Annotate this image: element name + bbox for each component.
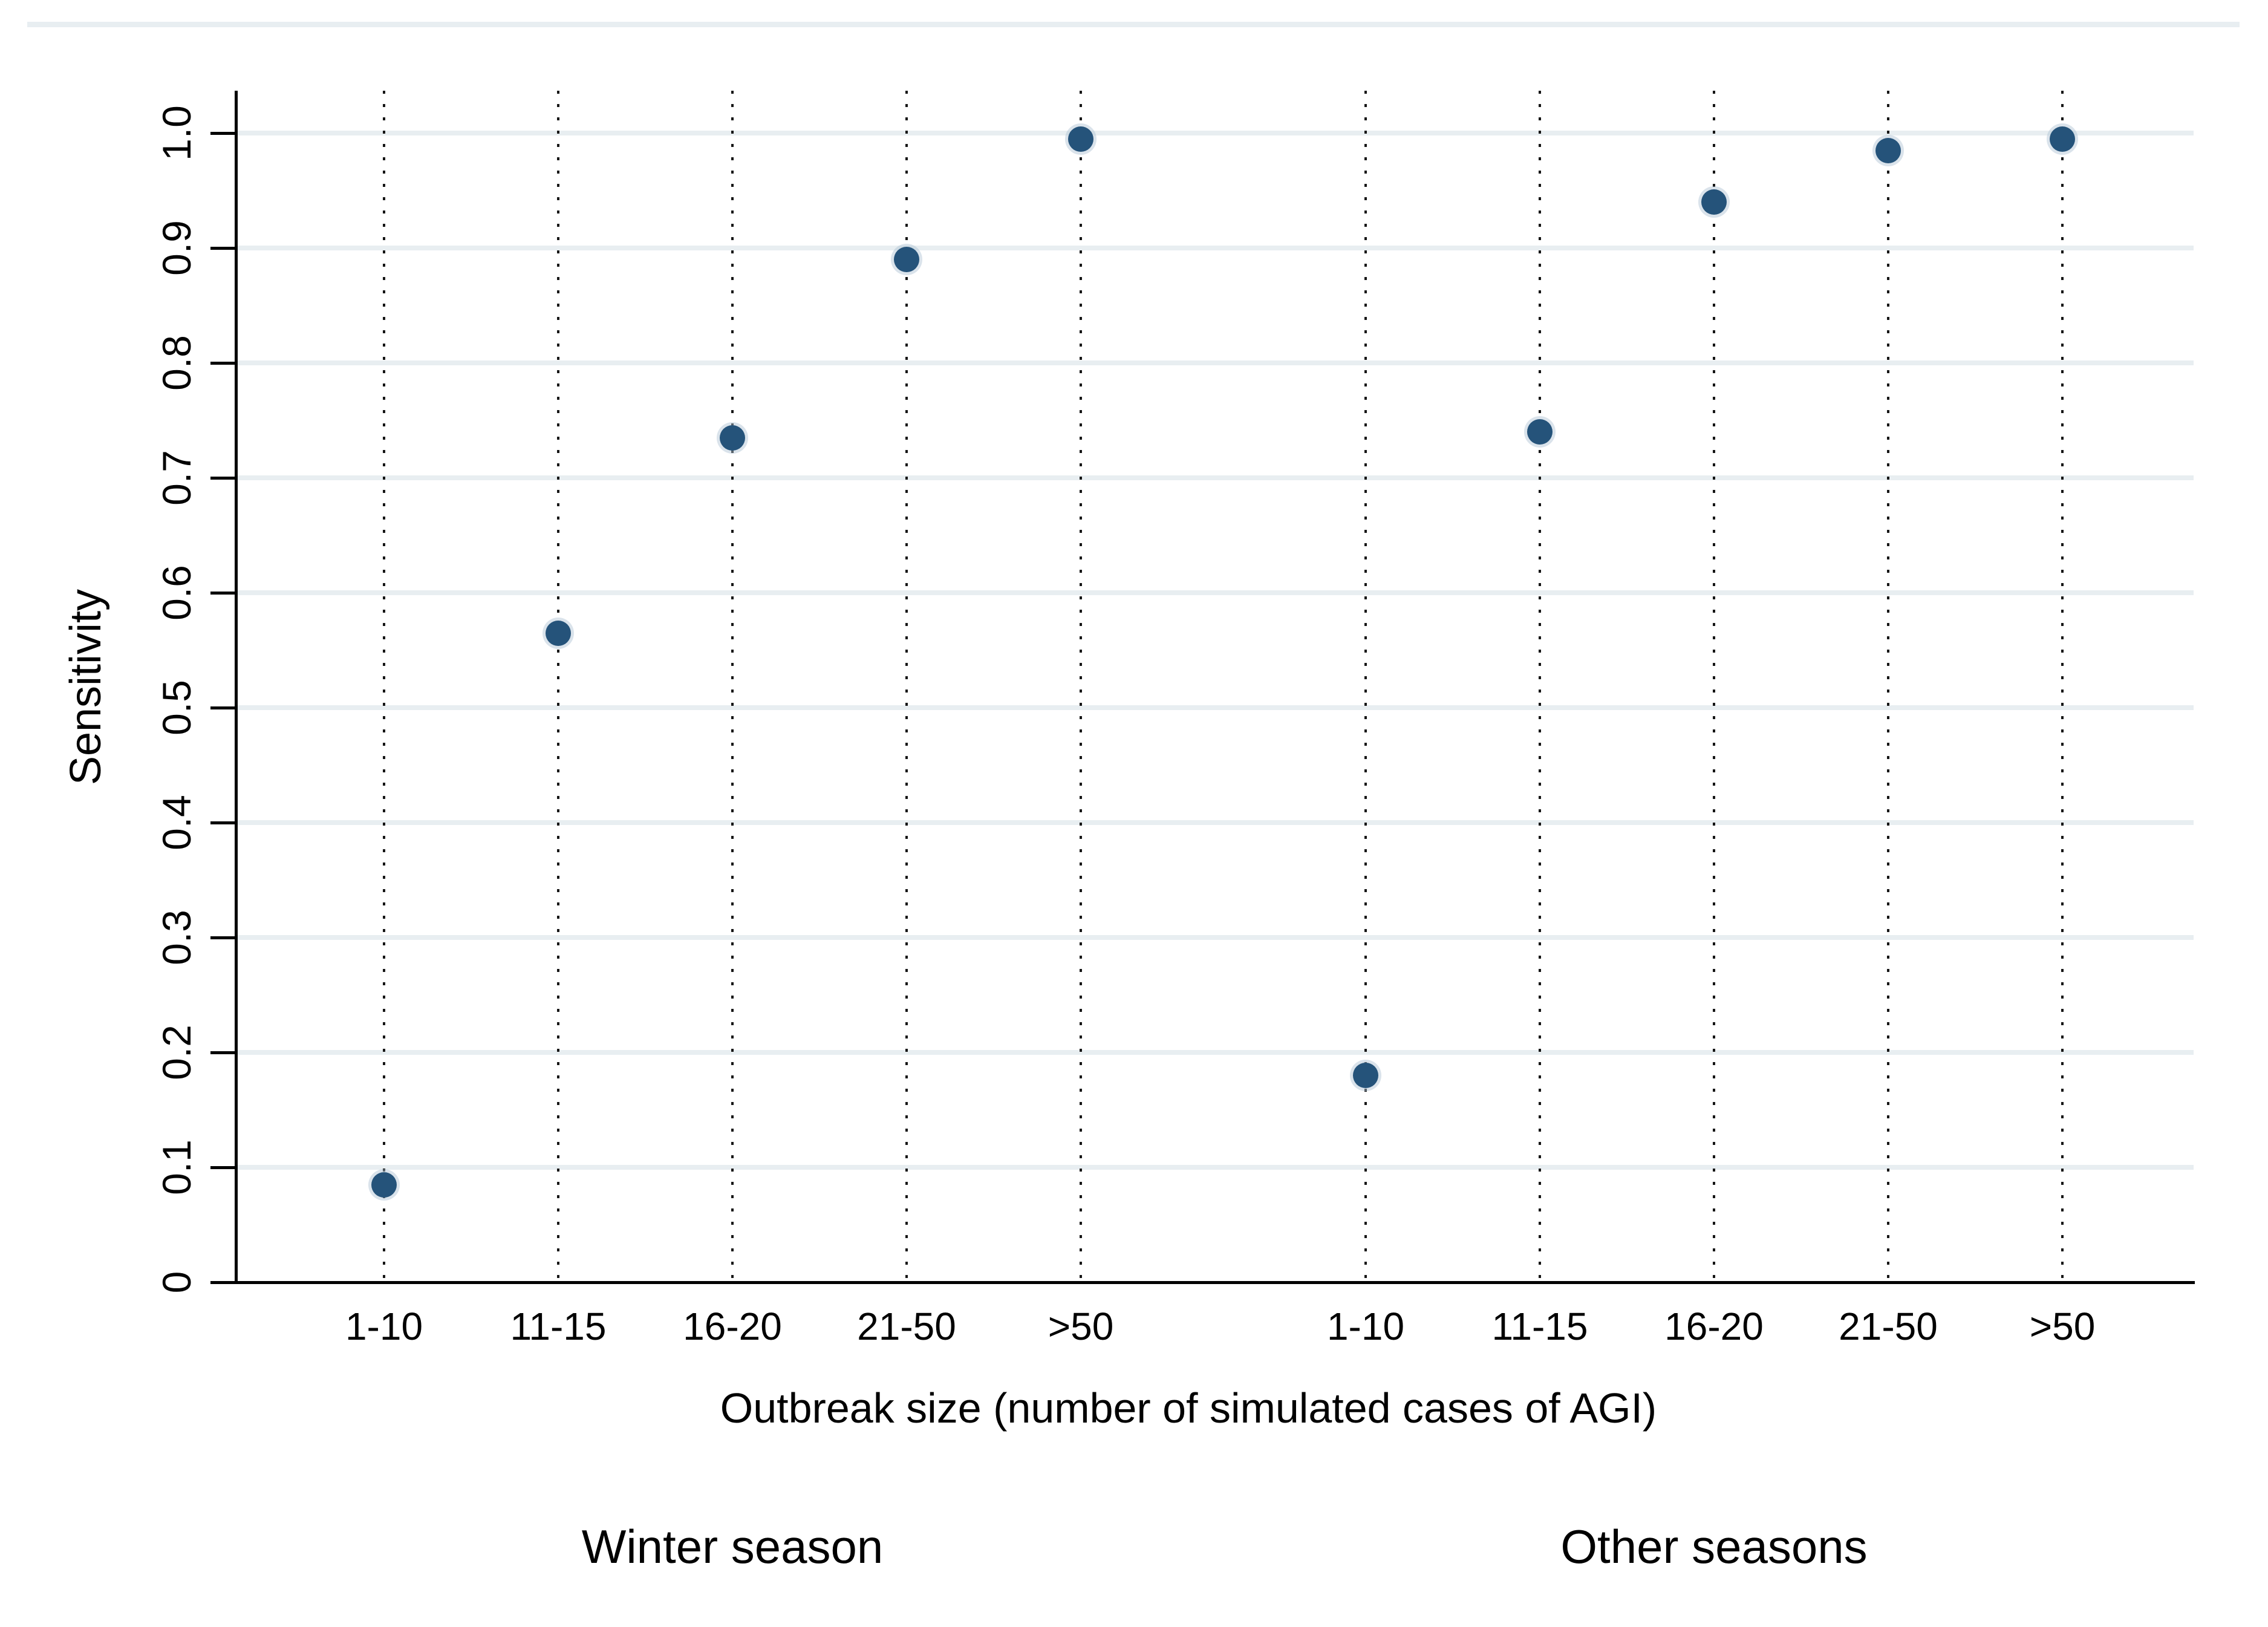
category-dotted-line xyxy=(383,91,385,1282)
y-axis-tick xyxy=(210,706,236,709)
data-point-other-11-15 xyxy=(1527,419,1553,445)
category-dotted-line xyxy=(905,91,908,1282)
data-point-winter-21-50 xyxy=(894,247,919,272)
y-axis-tick xyxy=(210,477,236,480)
x-tick-label: >50 xyxy=(2029,1305,2096,1348)
horizontal-gridline xyxy=(236,1050,2194,1055)
horizontal-gridline xyxy=(236,131,2194,135)
y-tick-label: 0.3 xyxy=(154,910,199,965)
y-axis-tick xyxy=(210,1051,236,1054)
data-point-other-16-20 xyxy=(1701,189,1727,215)
data-point-other-1-10 xyxy=(1353,1063,1378,1088)
y-tick-label: 0.9 xyxy=(154,220,199,276)
data-point-other-21-50 xyxy=(1875,137,1901,163)
x-tick-label: 21-50 xyxy=(1839,1305,1938,1348)
horizontal-gridline xyxy=(236,820,2194,825)
horizontal-gridline xyxy=(236,935,2194,940)
y-tick-label: 0.7 xyxy=(154,450,199,506)
group-label-winter: Winter season xyxy=(581,1520,884,1573)
x-tick-label: 1-10 xyxy=(345,1305,423,1348)
x-tick-label: 11-15 xyxy=(510,1305,607,1348)
y-tick-label: 0.1 xyxy=(154,1140,199,1195)
x-axis-title: Outbreak size (number of simulated cases… xyxy=(720,1384,1657,1432)
data-point-winter-gt50 xyxy=(1068,126,1093,152)
y-tick-label: 0.6 xyxy=(154,565,199,621)
y-axis-tick xyxy=(210,1166,236,1169)
y-axis-tick xyxy=(210,821,236,824)
horizontal-gridline xyxy=(236,1165,2194,1170)
group-label-other: Other seasons xyxy=(1560,1520,1868,1573)
y-axis-tick xyxy=(210,1281,236,1284)
category-dotted-line xyxy=(731,91,734,1282)
x-tick-label: 21-50 xyxy=(857,1305,956,1348)
horizontal-gridline xyxy=(236,590,2194,595)
y-axis-tick xyxy=(210,936,236,939)
x-tick-label: 16-20 xyxy=(1664,1305,1764,1348)
data-point-other-gt50 xyxy=(2050,126,2075,152)
y-axis-tick xyxy=(210,362,236,365)
data-point-winter-16-20 xyxy=(720,425,745,451)
category-dotted-line xyxy=(1887,91,1889,1282)
category-dotted-line xyxy=(1539,91,1541,1282)
data-point-winter-11-15 xyxy=(546,620,571,646)
y-tick-label: 0.4 xyxy=(154,795,199,850)
y-tick-label: 0.8 xyxy=(154,335,199,391)
y-axis-line xyxy=(235,91,238,1284)
x-tick-label: 16-20 xyxy=(683,1305,782,1348)
y-axis-tick xyxy=(210,592,236,595)
y-axis-tick xyxy=(210,247,236,250)
category-dotted-line xyxy=(1080,91,1082,1282)
category-dotted-line xyxy=(2061,91,2064,1282)
category-dotted-line xyxy=(1364,91,1367,1282)
horizontal-gridline xyxy=(236,475,2194,480)
horizontal-gridline xyxy=(236,705,2194,710)
horizontal-gridline xyxy=(236,360,2194,365)
y-tick-label: 0.5 xyxy=(154,680,199,735)
category-dotted-line xyxy=(557,91,559,1282)
y-axis-title: Sensitivity xyxy=(62,589,110,786)
y-tick-label: 0 xyxy=(154,1271,199,1294)
x-tick-label: >50 xyxy=(1048,1305,1114,1348)
data-point-winter-1-10 xyxy=(371,1172,397,1198)
y-tick-label: 0.2 xyxy=(154,1025,199,1080)
figure-top-rule xyxy=(27,22,2240,27)
x-axis-line xyxy=(235,1281,2195,1284)
category-dotted-line xyxy=(1713,91,1715,1282)
y-axis-tick xyxy=(210,132,236,135)
y-tick-label: 1.0 xyxy=(154,105,199,161)
horizontal-gridline xyxy=(236,246,2194,250)
x-tick-label: 11-15 xyxy=(1491,1305,1588,1348)
x-tick-label: 1-10 xyxy=(1326,1305,1405,1348)
